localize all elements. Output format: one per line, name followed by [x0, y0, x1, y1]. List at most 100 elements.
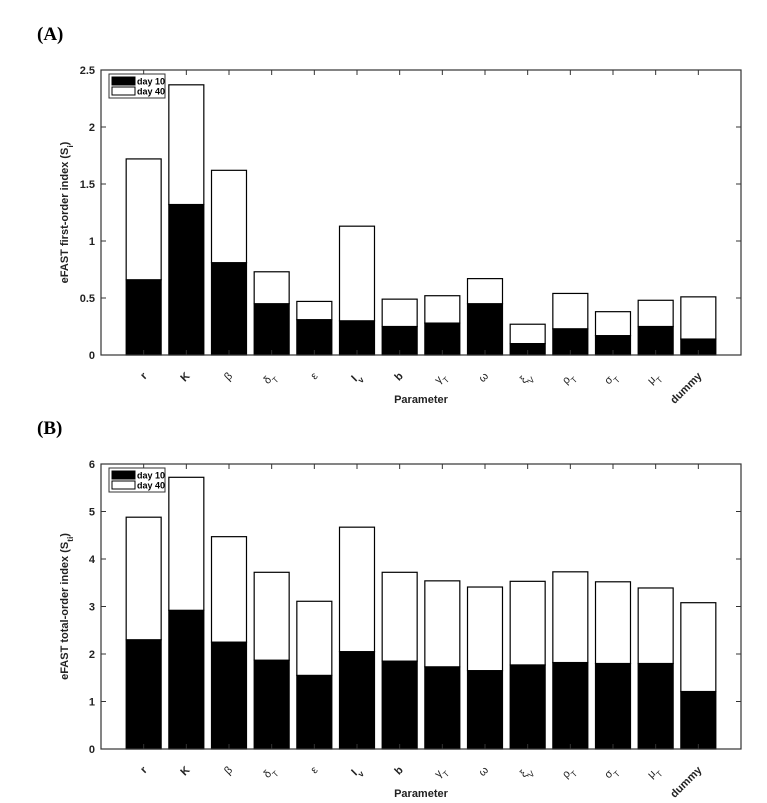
bar-day10	[210, 262, 248, 356]
bar-day10	[594, 662, 632, 750]
legend-swatch	[111, 86, 136, 96]
bar-day10	[637, 662, 674, 750]
bar-day10	[168, 609, 205, 750]
panel-label: (B)	[37, 418, 62, 439]
y-tick-label: 5	[89, 507, 95, 519]
x-tick-label: μT	[645, 764, 664, 783]
x-tick-label: σT	[602, 370, 621, 389]
panel-label: (A)	[37, 24, 63, 45]
x-tick-label: δT	[261, 370, 280, 389]
legend-label: day 40	[137, 87, 165, 97]
bar-day40	[594, 581, 632, 665]
y-tick-label: 4	[89, 554, 96, 566]
y-tick-label: 1	[89, 697, 95, 709]
legend-label: day 10	[137, 471, 165, 481]
x-tick-label: r	[138, 764, 150, 776]
legend-swatch	[111, 76, 136, 86]
bar-day40	[424, 580, 461, 668]
x-tick-label: r	[138, 370, 150, 382]
x-tick-label: δT	[261, 764, 280, 783]
x-axis-label: Parameter	[394, 394, 449, 406]
bar-day40	[509, 323, 546, 345]
bar-day10	[466, 670, 504, 750]
y-tick-label: 1.5	[80, 179, 95, 191]
bar-day40	[296, 600, 333, 676]
x-tick-label: K	[178, 370, 192, 384]
bar-day10	[680, 690, 717, 750]
x-tick-label: dummy	[668, 764, 705, 801]
y-tick-label: 0	[89, 350, 95, 362]
bar-day40	[338, 225, 376, 322]
bar-day40	[424, 295, 461, 324]
x-tick-label: ρT	[560, 764, 579, 783]
x-tick-label: Iv	[349, 370, 366, 387]
x-tick-label: ε	[309, 764, 321, 776]
y-tick-label: 0	[89, 744, 95, 756]
bar-day10	[296, 674, 333, 750]
axes-box	[100, 69, 742, 356]
bar-day40	[296, 300, 333, 321]
bar-day40	[552, 571, 589, 664]
bar-day10	[466, 303, 504, 356]
bar-day10	[381, 660, 418, 750]
x-tick-label: σT	[602, 764, 621, 783]
x-tick-label: Iv	[349, 764, 366, 781]
x-axis-label: Parameter	[394, 788, 449, 800]
bar-day10	[125, 639, 162, 750]
bar-day10	[509, 664, 546, 750]
bar-day40	[637, 299, 674, 328]
bar-day10	[296, 319, 333, 356]
bar-day10	[338, 320, 376, 356]
bar-day40	[680, 602, 717, 693]
bar-day40	[552, 292, 589, 330]
bar-day40	[168, 84, 205, 206]
x-tick-label: ε	[309, 370, 321, 382]
x-tick-label: K	[178, 764, 192, 778]
bar-day40	[253, 571, 290, 661]
legend-label: day 10	[137, 77, 165, 87]
bar-day10	[552, 661, 589, 750]
bar-day40	[509, 580, 546, 666]
x-tick-label: β	[222, 370, 235, 383]
bar-day40	[466, 586, 504, 672]
x-tick-label: β	[222, 764, 235, 777]
x-tick-label: ω	[477, 370, 492, 385]
bar-day40	[637, 587, 674, 665]
y-tick-label: 1	[89, 236, 95, 248]
bar-day40	[210, 169, 248, 264]
bar-day40	[338, 526, 376, 653]
x-tick-label: μT	[645, 370, 664, 389]
bar-day10	[168, 203, 205, 356]
bar-day40	[253, 271, 290, 305]
x-tick-label: dummy	[668, 370, 705, 407]
y-tick-label: 0.5	[80, 293, 95, 305]
x-tick-label: b	[393, 370, 406, 383]
y-tick-label: 2	[89, 122, 95, 134]
bar-day40	[680, 296, 717, 340]
y-tick-label: 3	[89, 602, 95, 614]
x-tick-label: b	[393, 764, 406, 777]
bar-day10	[253, 303, 290, 356]
bar-day10	[125, 279, 162, 356]
bar-day40	[594, 311, 632, 337]
bar-day10	[424, 666, 461, 750]
bar-day40	[210, 536, 248, 643]
bar-day40	[125, 516, 162, 641]
legend-swatch	[111, 470, 136, 480]
y-tick-label: 6	[89, 459, 95, 471]
x-tick-label: ξV	[518, 764, 537, 783]
bar-day10	[210, 641, 248, 750]
y-axis-label: eFAST total-order index (Sti)	[59, 533, 75, 680]
bar-day40	[381, 571, 418, 662]
x-tick-label: ξV	[518, 370, 537, 389]
bar-day40	[381, 298, 418, 328]
y-tick-label: 2	[89, 649, 95, 661]
bar-day40	[125, 158, 162, 281]
bar-day40	[466, 278, 504, 305]
bar-day10	[424, 322, 461, 356]
y-tick-label: 2.5	[80, 65, 95, 77]
